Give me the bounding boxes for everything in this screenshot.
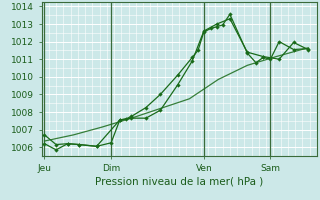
X-axis label: Pression niveau de la mer( hPa ): Pression niveau de la mer( hPa ): [95, 177, 263, 187]
